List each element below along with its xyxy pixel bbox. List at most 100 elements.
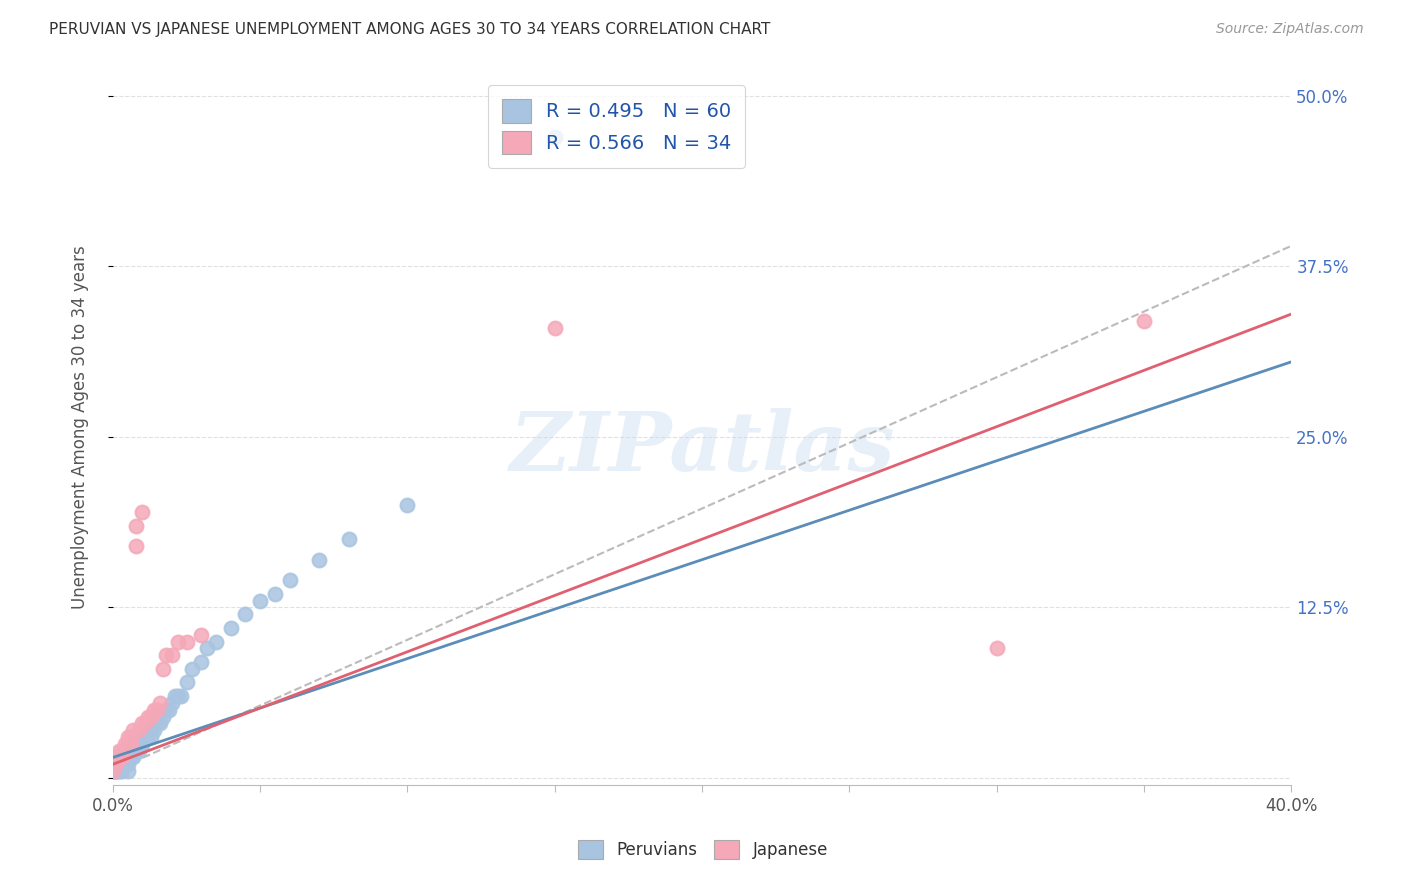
Point <box>181 662 204 676</box>
Point <box>101 764 124 778</box>
Point <box>111 764 134 778</box>
Point <box>120 737 142 751</box>
Point <box>125 744 148 758</box>
Point <box>117 764 139 778</box>
Point <box>117 750 139 764</box>
Point <box>337 532 360 546</box>
Text: Source: ZipAtlas.com: Source: ZipAtlas.com <box>1216 22 1364 37</box>
Point <box>117 757 139 772</box>
Point <box>396 498 419 512</box>
Point <box>308 552 330 566</box>
Point <box>107 744 129 758</box>
Point <box>152 662 174 676</box>
Point <box>134 730 156 744</box>
Point <box>120 750 142 764</box>
Point <box>114 737 136 751</box>
Point <box>104 764 127 778</box>
Point <box>141 723 163 738</box>
Point <box>131 716 153 731</box>
Point <box>155 703 177 717</box>
Point <box>122 723 145 738</box>
Point <box>264 587 287 601</box>
Point <box>117 737 139 751</box>
Point <box>544 320 567 334</box>
Point <box>155 648 177 662</box>
Point <box>101 764 124 778</box>
Point <box>107 757 129 772</box>
Point <box>176 675 198 690</box>
Point <box>107 750 129 764</box>
Point <box>986 641 1008 656</box>
Point <box>205 634 228 648</box>
Point <box>104 757 127 772</box>
Point <box>136 730 159 744</box>
Point <box>104 764 127 778</box>
Point <box>249 593 271 607</box>
Point <box>152 709 174 723</box>
Point <box>111 750 134 764</box>
Point <box>111 744 134 758</box>
Point <box>169 689 191 703</box>
Point <box>143 703 166 717</box>
Point <box>125 539 148 553</box>
Point <box>104 764 127 778</box>
Point <box>120 730 142 744</box>
Point <box>107 764 129 778</box>
Point <box>157 703 180 717</box>
Point <box>190 628 212 642</box>
Point <box>134 716 156 731</box>
Point <box>101 757 124 772</box>
Point <box>101 764 124 778</box>
Legend: Peruvians, Japanese: Peruvians, Japanese <box>571 834 835 866</box>
Point <box>128 744 150 758</box>
Point <box>107 764 129 778</box>
Point <box>104 750 127 764</box>
Point <box>136 709 159 723</box>
Point <box>104 757 127 772</box>
Point <box>114 750 136 764</box>
Text: ZIPatlas: ZIPatlas <box>509 409 894 488</box>
Point <box>176 634 198 648</box>
Point <box>131 505 153 519</box>
Point <box>190 655 212 669</box>
Point <box>111 757 134 772</box>
Point <box>101 764 124 778</box>
Y-axis label: Unemployment Among Ages 30 to 34 years: Unemployment Among Ages 30 to 34 years <box>72 244 89 608</box>
Point <box>160 696 183 710</box>
Point <box>101 764 124 778</box>
Point <box>219 621 242 635</box>
Point <box>149 716 172 731</box>
Point <box>141 709 163 723</box>
Point <box>122 744 145 758</box>
Point <box>128 737 150 751</box>
Point <box>128 723 150 738</box>
Point <box>131 737 153 751</box>
Point <box>146 703 169 717</box>
Point <box>120 744 142 758</box>
Point <box>146 716 169 731</box>
Point <box>131 737 153 751</box>
Point <box>146 709 169 723</box>
Point <box>278 573 301 587</box>
Point <box>107 750 129 764</box>
Point <box>114 757 136 772</box>
Point <box>235 607 257 622</box>
Point <box>166 689 188 703</box>
Point <box>544 129 567 144</box>
Point <box>141 730 163 744</box>
Point <box>1133 314 1156 328</box>
Point <box>163 689 186 703</box>
Point <box>195 641 218 656</box>
Legend: R = 0.495   N = 60, R = 0.566   N = 34: R = 0.495 N = 60, R = 0.566 N = 34 <box>488 86 745 168</box>
Point <box>125 737 148 751</box>
Text: PERUVIAN VS JAPANESE UNEMPLOYMENT AMONG AGES 30 TO 34 YEARS CORRELATION CHART: PERUVIAN VS JAPANESE UNEMPLOYMENT AMONG … <box>49 22 770 37</box>
Point <box>117 730 139 744</box>
Point <box>125 518 148 533</box>
Point <box>166 634 188 648</box>
Point <box>111 757 134 772</box>
Point <box>134 730 156 744</box>
Point <box>122 750 145 764</box>
Point <box>160 648 183 662</box>
Point <box>143 723 166 738</box>
Point <box>149 696 172 710</box>
